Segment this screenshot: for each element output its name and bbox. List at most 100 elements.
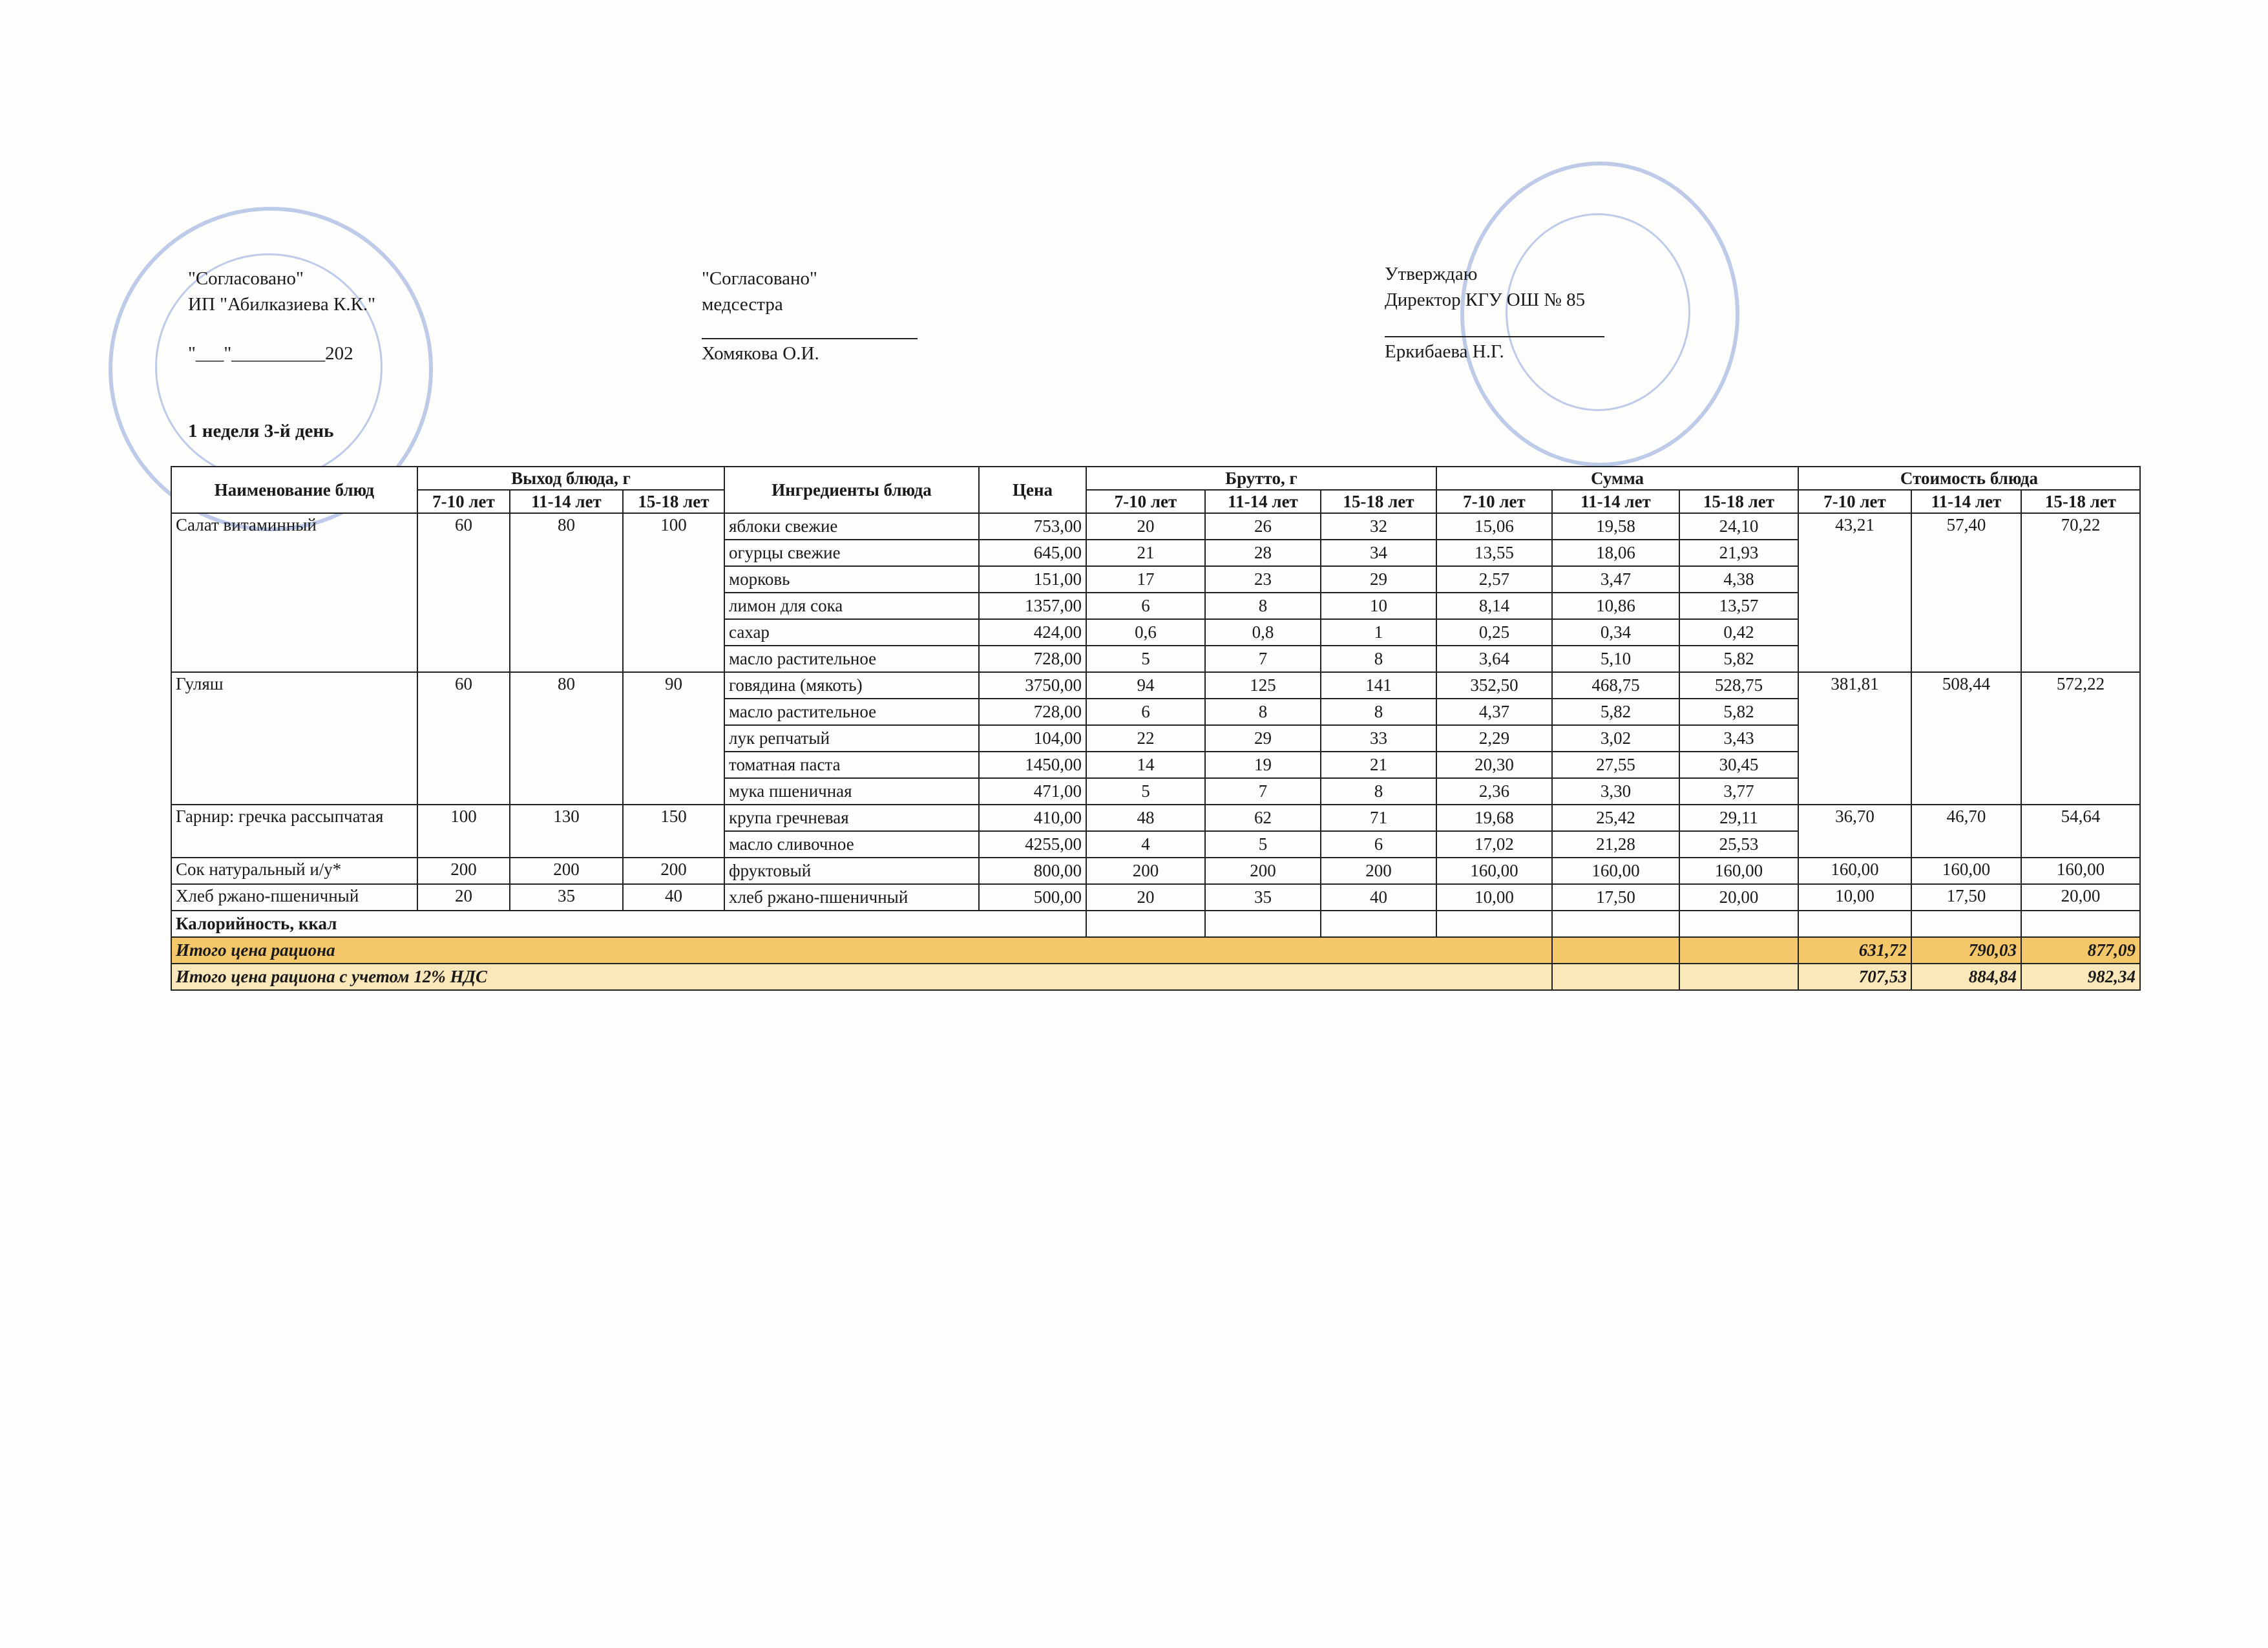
ingredient-sum: 21,93 (1679, 539, 1799, 567)
age-header: 7-10 лет (417, 489, 510, 514)
ingredient-brutto: 0,8 (1204, 618, 1321, 646)
ingredient-name: огурцы свежие (724, 539, 980, 567)
ingredient-brutto: 20 (1086, 883, 1206, 911)
ingredient-brutto: 33 (1320, 724, 1437, 752)
age-header: 7-10 лет (1436, 489, 1553, 514)
ingredient-sum: 0,42 (1679, 618, 1799, 646)
ingredient-price: 1450,00 (978, 751, 1087, 779)
ingredient-brutto: 10 (1320, 592, 1437, 620)
dish-yield: 200 (622, 857, 725, 885)
ingredient-price: 1357,00 (978, 592, 1087, 620)
ingredient-sum: 19,58 (1551, 512, 1680, 540)
dish-cost: 572,22 (2021, 671, 2141, 805)
empty-cell (1086, 910, 1206, 938)
dish-yield: 200 (417, 857, 510, 885)
ingredient-price: 410,00 (978, 804, 1087, 832)
ingredient-sum: 3,02 (1551, 724, 1680, 752)
ingredient-row: лимон для сока 1357,00 6 8 10 8,14 10,86 13,57 (171, 592, 2140, 620)
ingredient-sum: 15,06 (1436, 512, 1553, 540)
dish-cost: 10,00 (1798, 883, 1912, 911)
ingredient-sum: 27,55 (1551, 751, 1680, 779)
ingredient-row: масло сливочное 4255,00 4 5 6 17,02 21,28 25,53 (171, 830, 2140, 858)
dish-cost: 160,00 (2021, 857, 2141, 885)
ingredient-brutto: 22 (1086, 724, 1206, 752)
dish-name: Гуляш (171, 671, 418, 805)
dish-cost: 43,21 (1798, 512, 1912, 673)
age-header: 7-10 лет (1086, 489, 1206, 514)
empty-cell (1679, 910, 1799, 938)
ingredient-name: масло растительное (724, 645, 980, 673)
empty-cell (1320, 910, 1437, 938)
ingredient-brutto: 200 (1320, 857, 1437, 885)
ingredient-name: говядина (мякоть) (724, 671, 980, 699)
ingredient-row: Гуляш 60 80 90 говядина (мякоть) 3750,00 94 125… (171, 671, 2141, 805)
dish-yield: 80 (509, 512, 624, 673)
ingredient-brutto: 29 (1320, 565, 1437, 593)
ingredient-sum: 10,00 (1436, 883, 1553, 911)
ingredient-sum: 4,38 (1679, 565, 1799, 593)
ingredient-row: мука пшеничная 471,00 5 7 8 2,36 3,30 3,77 (171, 777, 2140, 805)
header-cell: Брутто, г (1086, 466, 1437, 491)
dish-yield: 20 (417, 883, 510, 911)
ingredient-sum: 160,00 (1436, 857, 1553, 885)
ingredient-row: масло растительное 728,00 6 8 8 4,37 5,82 5,82 (171, 698, 2140, 726)
ingredient-price: 800,00 (978, 857, 1087, 885)
ingredient-sum: 20,30 (1436, 751, 1553, 779)
ingredient-brutto: 94 (1086, 671, 1206, 699)
header-cell: Стоимость блюда (1798, 466, 2141, 491)
dish-cost: 54,64 (2021, 804, 2141, 858)
ingredient-name: сахар (724, 618, 980, 646)
dish-name: Сок натуральный и/у* (171, 857, 418, 885)
ingredient-brutto: 8 (1204, 698, 1321, 726)
ingredient-sum: 0,25 (1436, 618, 1553, 646)
empty-cell (1798, 910, 1912, 938)
ingredient-price: 645,00 (978, 539, 1087, 567)
ingredient-brutto: 8 (1320, 645, 1437, 673)
ingredient-brutto: 21 (1086, 539, 1206, 567)
ingredient-sum: 528,75 (1679, 671, 1799, 699)
ingredient-brutto: 5 (1086, 645, 1206, 673)
ingredient-sum: 160,00 (1551, 857, 1680, 885)
empty-cell (1436, 910, 1553, 938)
ingredient-brutto: 19 (1204, 751, 1321, 779)
signature-line (702, 338, 918, 339)
ingredient-sum: 3,30 (1551, 777, 1680, 805)
ingredient-row: Гарнир: гречка рассыпчатая 100 130 150 крупа… (171, 804, 2141, 858)
dish-cost: 57,40 (1911, 512, 2022, 673)
header-cell: Ингредиенты блюда (724, 466, 980, 514)
ingredient-sum: 19,68 (1436, 804, 1553, 832)
empty-cell (1679, 936, 1799, 964)
ingredient-row: Салат витаминный 60 80 100 яблоки свежие 753,… (171, 512, 2141, 673)
subtitle: 1 неделя 3-й день (188, 421, 334, 441)
ingredient-brutto: 6 (1086, 698, 1206, 726)
ingredient-sum: 17,50 (1551, 883, 1680, 911)
ingredient-name: лук репчатый (724, 724, 980, 752)
ingredient-brutto: 6 (1086, 592, 1206, 620)
empty-cell (1551, 963, 1680, 991)
ingredient-brutto: 17 (1086, 565, 1206, 593)
ingredient-brutto: 7 (1204, 645, 1321, 673)
ingredient-brutto: 125 (1204, 671, 1321, 699)
dish-yield: 150 (622, 804, 725, 858)
age-header: 15-18 лет (1679, 489, 1799, 514)
ingredient-sum: 352,50 (1436, 671, 1553, 699)
empty-cell (1551, 910, 1680, 938)
ingredient-row: томатная паста 1450,00 14 19 21 20,30 27,55 30,… (171, 751, 2140, 779)
ingredient-name: томатная паста (724, 751, 980, 779)
ingredient-price: 4255,00 (978, 830, 1087, 858)
total-value: 884,84 (1911, 963, 2022, 991)
age-header: 15-18 лет (622, 489, 725, 514)
ingredient-price: 471,00 (978, 777, 1087, 805)
approval-right-2: Директор КГУ ОШ № 85 (1385, 290, 1586, 310)
ingredient-sum: 4,37 (1436, 698, 1553, 726)
header-row: Наименование блюд Выход блюда, г Ингредиен… (171, 466, 2141, 514)
total-value: 707,53 (1798, 963, 1912, 991)
ingredient-sum: 24,10 (1679, 512, 1799, 540)
ingredient-sum: 29,11 (1679, 804, 1799, 832)
ingredient-brutto: 29 (1204, 724, 1321, 752)
dish-cost: 36,70 (1798, 804, 1912, 858)
dish-yield: 130 (509, 804, 624, 858)
ingredient-row: сахар 424,00 0,6 0,8 1 0,25 0,34 0,42 (171, 618, 2140, 646)
ingredient-brutto: 20 (1086, 512, 1206, 540)
ingredient-brutto: 7 (1204, 777, 1321, 805)
